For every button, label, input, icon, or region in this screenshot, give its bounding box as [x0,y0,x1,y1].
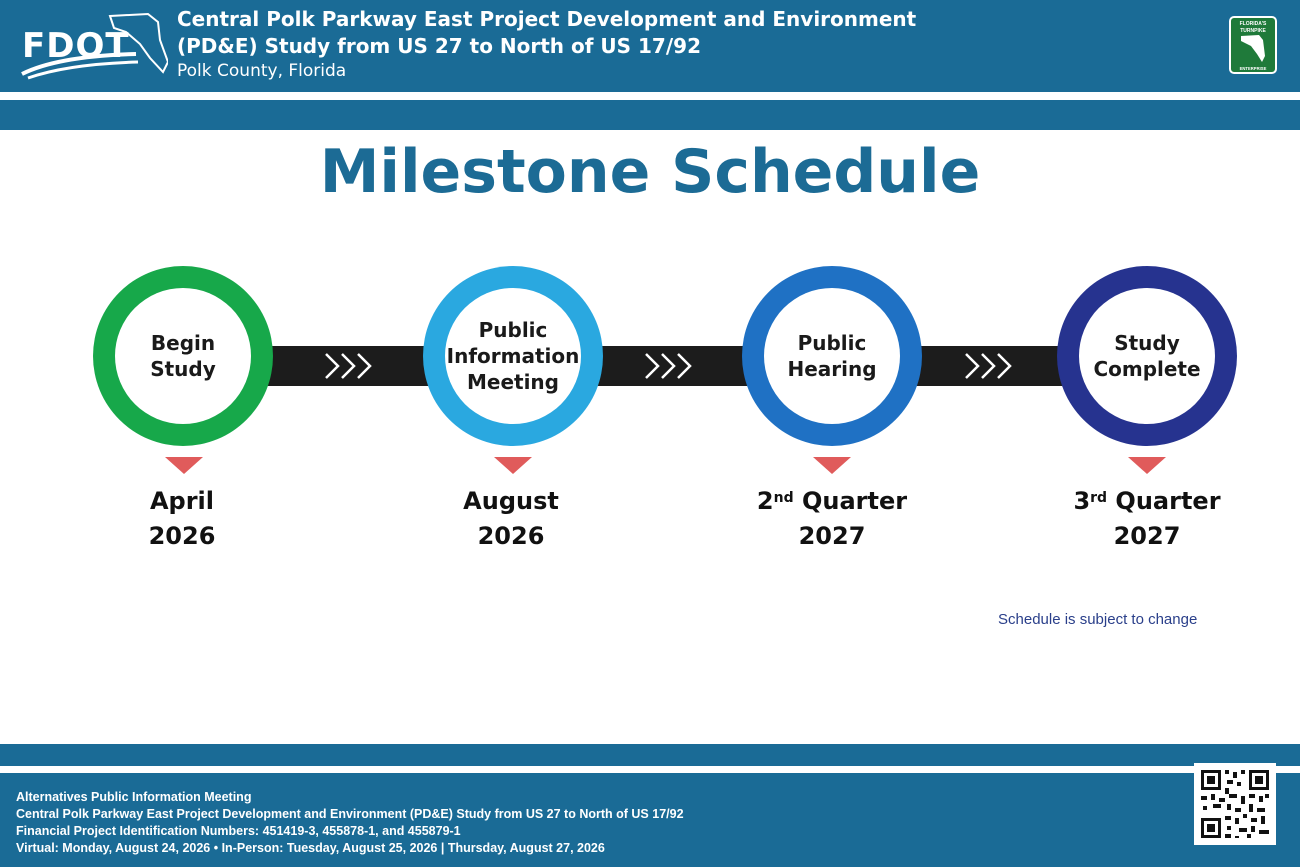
chevron-arrows-icon [325,353,372,379]
milestone-date: April 2026 [148,487,216,550]
fdot-logo [21,12,168,80]
header-title-line-1: Central Polk Parkway East Project Develo… [177,7,917,31]
milestone-ring: Begin Study [93,266,273,446]
milestone-ring: Study Complete [1057,266,1237,446]
milestone-label: Study Complete [1093,331,1201,381]
turnpike-logo-line-3: ENTERPRISE [1240,66,1267,71]
milestone-date: August 2026 [463,487,559,550]
milestone-marker-icon [813,457,851,474]
qr-code-icon[interactable] [1194,763,1276,845]
milestone-marker-icon [1128,457,1166,474]
turnpike-logo-line-1: FLORIDA'S [1240,21,1267,27]
header-title: Central Polk Parkway East Project Develo… [177,6,916,82]
footer-line-4: Virtual: Monday, August 24, 2026 • In-Pe… [16,841,605,855]
footer-line-1: Alternatives Public Information Meeting [16,790,252,804]
header-stripe [0,100,1300,130]
footer-line-3: Financial Project Identification Numbers… [16,824,461,838]
milestone-ring: Public Hearing [742,266,922,446]
milestone-ring: Public Information Meeting [423,266,603,446]
schedule-note: Schedule is subject to change [998,611,1198,628]
footer-stripe [0,744,1300,766]
footer-banner: Alternatives Public Information Meeting … [0,773,1300,867]
turnpike-logo-line-2: TURNPIKE [1240,28,1266,34]
chevron-arrows-icon [965,353,1012,379]
fdot-logo-text: FDOT [22,26,130,66]
footer-line-2: Central Polk Parkway East Project Develo… [16,807,684,821]
milestone-marker-icon [165,457,203,474]
footer-divider [0,766,1300,773]
turnpike-logo: FLORIDA'S TURNPIKE ENTERPRISE [1229,16,1277,74]
milestone-label: Public Hearing [787,331,877,381]
header-divider [0,92,1300,100]
header-title-line-2: (PD&E) Study from US 27 to North of US 1… [177,34,701,58]
footer-info: Alternatives Public Information Meeting … [16,789,684,857]
milestone-date: 3rd Quarter 2027 [1073,487,1221,550]
milestone-date: 2nd Quarter 2027 [756,487,908,550]
header-subtitle: Polk County, Florida [177,61,347,81]
header-banner: FDOT Central Polk Parkway East Project D… [0,0,1300,92]
chevron-arrows-icon [645,353,692,379]
milestone-label: Public Information Meeting [446,318,580,394]
milestone-marker-icon [494,457,532,474]
milestone-label: Begin Study [150,331,216,381]
page-title: Milestone Schedule [319,137,981,207]
